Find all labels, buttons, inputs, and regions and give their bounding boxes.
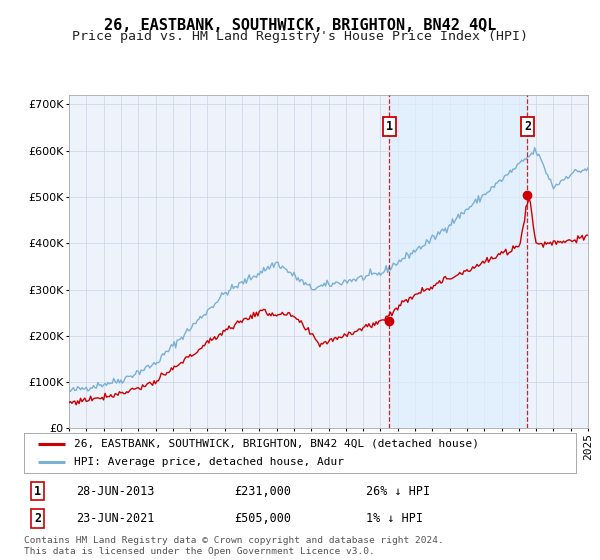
Text: 1: 1 xyxy=(34,484,41,497)
Text: 26, EASTBANK, SOUTHWICK, BRIGHTON, BN42 4QL: 26, EASTBANK, SOUTHWICK, BRIGHTON, BN42 … xyxy=(104,18,496,34)
Text: HPI: Average price, detached house, Adur: HPI: Average price, detached house, Adur xyxy=(74,458,344,467)
Text: 1: 1 xyxy=(385,120,392,133)
Text: £231,000: £231,000 xyxy=(234,484,291,497)
Bar xyxy=(389,95,527,428)
Text: 23-JUN-2021: 23-JUN-2021 xyxy=(76,512,155,525)
Text: Price paid vs. HM Land Registry's House Price Index (HPI): Price paid vs. HM Land Registry's House … xyxy=(72,30,528,43)
Text: 2: 2 xyxy=(34,512,41,525)
Text: 2: 2 xyxy=(524,120,531,133)
Text: 26% ↓ HPI: 26% ↓ HPI xyxy=(366,484,430,497)
Text: 1% ↓ HPI: 1% ↓ HPI xyxy=(366,512,423,525)
Text: Contains HM Land Registry data © Crown copyright and database right 2024.
This d: Contains HM Land Registry data © Crown c… xyxy=(24,536,444,556)
Text: 28-JUN-2013: 28-JUN-2013 xyxy=(76,484,155,497)
Text: 26, EASTBANK, SOUTHWICK, BRIGHTON, BN42 4QL (detached house): 26, EASTBANK, SOUTHWICK, BRIGHTON, BN42 … xyxy=(74,439,479,449)
Text: £505,000: £505,000 xyxy=(234,512,291,525)
